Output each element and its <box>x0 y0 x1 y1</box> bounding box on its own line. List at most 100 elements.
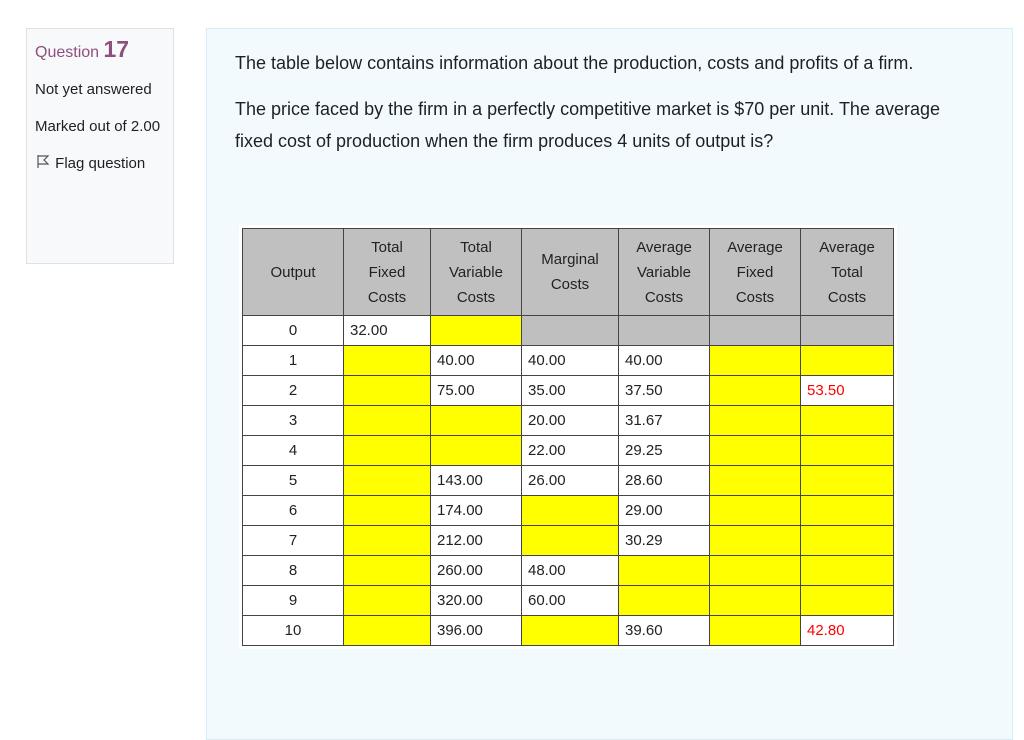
paragraph: The price faced by the firm in a perfect… <box>235 99 941 151</box>
table-cell: 40.00 <box>618 345 710 376</box>
cell-text: 22.00 <box>528 442 566 459</box>
cell-text: 42.80 <box>807 622 845 639</box>
header-cell: Total Variable Costs <box>430 228 522 316</box>
empty-cell <box>800 555 894 586</box>
header-cell: Output <box>242 228 344 316</box>
cell-text: 37.50 <box>625 382 663 399</box>
header-text: Average <box>727 238 783 256</box>
flag-link[interactable]: Flag question <box>35 151 165 176</box>
cell-text: 396.00 <box>437 622 483 639</box>
question-state: Not yet answered <box>35 81 152 98</box>
table-cell: 35.00 <box>521 375 619 406</box>
table-cell: 28.60 <box>618 465 710 496</box>
header-text: Costs <box>827 288 867 306</box>
empty-cell <box>343 585 431 616</box>
table-cell: 40.00 <box>521 345 619 376</box>
header-text: Variable <box>637 263 691 281</box>
cell-text: 40.00 <box>437 352 475 369</box>
header-text: Marginal <box>541 251 599 268</box>
header-text: Variable <box>449 263 503 281</box>
table-cell: 4 <box>242 435 344 466</box>
header-cell: Average Variable Costs <box>618 228 710 316</box>
cell-text: 40.00 <box>528 352 566 369</box>
empty-cell <box>343 465 431 496</box>
table-cell: 32.00 <box>343 315 431 346</box>
cell-text: 30.29 <box>625 532 663 549</box>
table-cell: 29.25 <box>618 435 710 466</box>
question-info: Question 17 Not yet answered Marked out … <box>26 28 174 264</box>
cell-text: 35.00 <box>528 382 566 399</box>
table-row: 2 75.00 35.00 37.50 53.50 <box>242 375 894 406</box>
empty-cell <box>618 555 710 586</box>
table-cell: 143.00 <box>430 465 522 496</box>
table-cell: 60.00 <box>521 585 619 616</box>
cell-text: 10 <box>284 622 302 639</box>
cell-text: 26.00 <box>528 472 566 489</box>
table-row: 4 22.00 29.25 <box>242 435 894 466</box>
table-cell: 20.00 <box>521 405 619 436</box>
table-cell: 5 <box>242 465 344 496</box>
empty-cell <box>800 315 894 346</box>
table-cell: 42.80 <box>800 615 894 646</box>
empty-cell <box>343 495 431 526</box>
flag-text[interactable]: Flag question <box>55 155 146 172</box>
table-cell: 174.00 <box>430 495 522 526</box>
question-marks: Marked out of 2.00 <box>35 118 161 135</box>
empty-cell <box>430 315 522 346</box>
paragraph: The table below contains information abo… <box>235 53 914 73</box>
table-row: 3 20.00 31.67 <box>242 405 894 436</box>
cell-text: 212.00 <box>437 532 483 549</box>
table-cell: 9 <box>242 585 344 616</box>
table-cell: 1 <box>242 345 344 376</box>
flag-icon <box>37 155 50 168</box>
table-cell: 53.50 <box>800 375 894 406</box>
empty-cell <box>800 345 894 376</box>
table-cell: 260.00 <box>430 555 522 586</box>
table-cell: 22.00 <box>521 435 619 466</box>
empty-cell <box>800 405 894 436</box>
empty-cell <box>800 495 894 526</box>
empty-cell <box>709 315 801 346</box>
empty-cell <box>709 615 801 646</box>
table-cell: 26.00 <box>521 465 619 496</box>
cell-text: 260.00 <box>437 562 483 579</box>
header-cell: Average Total Costs <box>800 228 894 316</box>
empty-cell <box>343 615 431 646</box>
question-content: The table below contains information abo… <box>206 28 1013 740</box>
cell-text: 8 <box>288 562 298 579</box>
table-cell: 320.00 <box>430 585 522 616</box>
table-cell: 39.60 <box>618 615 710 646</box>
empty-cell <box>709 405 801 436</box>
header-cell: Marginal Costs <box>521 228 619 316</box>
cell-text: 4 <box>288 442 298 459</box>
header-text: Costs <box>367 288 407 306</box>
table-row: 6 174.00 29.00 <box>242 495 894 526</box>
cell-text: 39.60 <box>625 622 663 639</box>
cell-text: 28.60 <box>625 472 663 489</box>
cell-text: 53.50 <box>807 382 845 399</box>
header-text: Total <box>371 238 403 256</box>
empty-cell <box>709 495 801 526</box>
table-row: 10 396.00 39.60 42.80 <box>242 615 894 646</box>
cost-table: Output Total Fixed Costs Total Variable Costs M… <box>242 228 894 646</box>
table-cell: 6 <box>242 495 344 526</box>
empty-cell <box>800 435 894 466</box>
empty-cell <box>800 585 894 616</box>
cell-text: 32.00 <box>350 322 388 339</box>
empty-cell <box>709 375 801 406</box>
cell-text: 29.25 <box>625 442 663 459</box>
empty-cell <box>709 525 801 556</box>
empty-cell <box>521 315 619 346</box>
cell-text: 29.00 <box>625 502 663 519</box>
empty-cell <box>709 465 801 496</box>
cell-text: 9 <box>288 592 298 609</box>
table-row: 1 40.00 40.00 40.00 <box>242 345 894 376</box>
header-text: Costs <box>550 276 590 293</box>
empty-cell <box>430 405 522 436</box>
question-label: Question <box>35 44 100 61</box>
cell-text: 3 <box>288 412 298 429</box>
table-cell: 29.00 <box>618 495 710 526</box>
cell-text: 75.00 <box>437 382 475 399</box>
header-text: Costs <box>735 288 775 306</box>
